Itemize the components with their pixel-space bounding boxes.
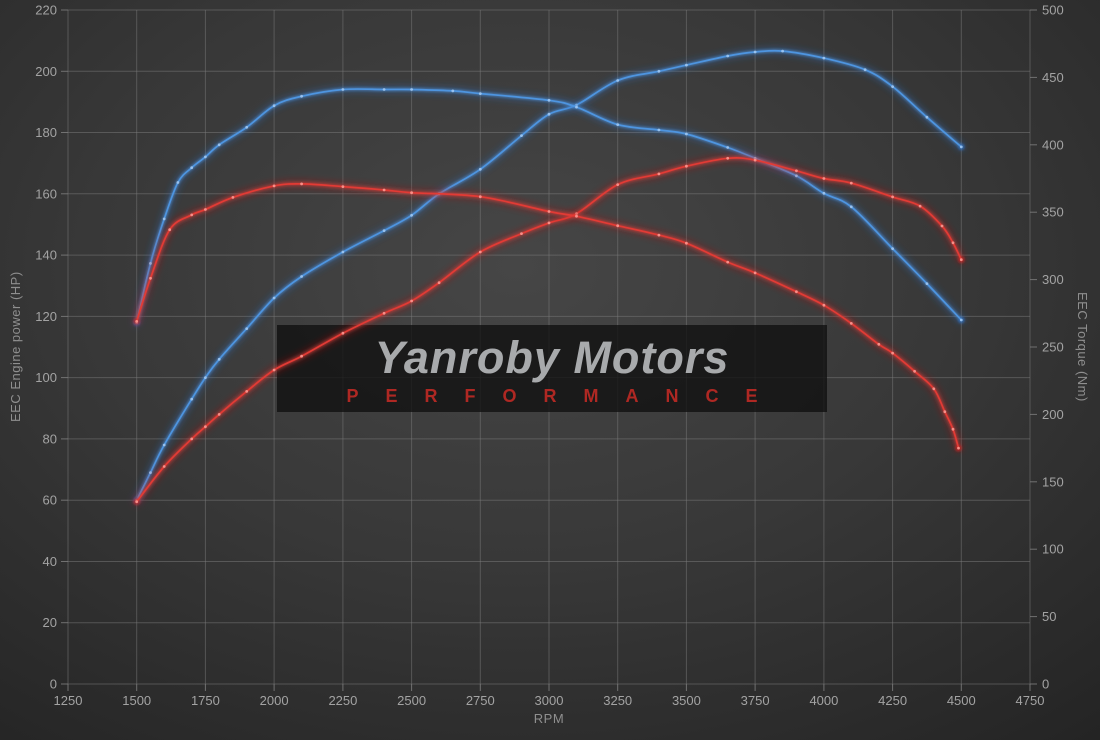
svg-text:3750: 3750 bbox=[741, 693, 770, 708]
svg-text:2000: 2000 bbox=[260, 693, 289, 708]
svg-text:3000: 3000 bbox=[535, 693, 564, 708]
curve-end-glow bbox=[957, 143, 965, 151]
svg-text:160: 160 bbox=[35, 186, 57, 201]
svg-text:450: 450 bbox=[1042, 70, 1064, 85]
curve-start-glow bbox=[133, 319, 141, 327]
svg-text:250: 250 bbox=[1042, 340, 1064, 355]
y-axis-title-right: EEC Torque (Nm) bbox=[1075, 292, 1090, 402]
svg-text:2500: 2500 bbox=[397, 693, 426, 708]
svg-text:150: 150 bbox=[1042, 474, 1064, 489]
svg-text:4000: 4000 bbox=[809, 693, 838, 708]
svg-text:40: 40 bbox=[43, 554, 57, 569]
svg-text:0: 0 bbox=[50, 677, 57, 692]
curve-start-glow bbox=[133, 496, 141, 504]
svg-text:100: 100 bbox=[35, 370, 57, 385]
y-left-tick-labels: 0 20 40 60 80 100 120 140 160 180 200 220 bbox=[35, 3, 57, 692]
x-axis-title: RPM bbox=[533, 710, 565, 726]
svg-text:300: 300 bbox=[1042, 272, 1064, 287]
svg-text:200: 200 bbox=[35, 64, 57, 79]
curve-end-glow bbox=[957, 256, 965, 264]
svg-text:1500: 1500 bbox=[122, 693, 151, 708]
svg-text:100: 100 bbox=[1042, 542, 1064, 557]
svg-text:2750: 2750 bbox=[466, 693, 495, 708]
curve-tuned-torque-nm bbox=[132, 84, 966, 328]
y-axis-title-left: EEC Engine power (HP) bbox=[8, 271, 23, 423]
svg-text:3250: 3250 bbox=[603, 693, 632, 708]
svg-text:350: 350 bbox=[1042, 205, 1064, 220]
svg-text:4500: 4500 bbox=[947, 693, 976, 708]
svg-text:4750: 4750 bbox=[1016, 693, 1045, 708]
svg-text:1750: 1750 bbox=[191, 693, 220, 708]
curve-markers bbox=[135, 88, 963, 325]
svg-text:3500: 3500 bbox=[672, 693, 701, 708]
svg-text:200: 200 bbox=[1042, 407, 1064, 422]
svg-text:180: 180 bbox=[35, 125, 57, 140]
svg-text:1250: 1250 bbox=[54, 693, 83, 708]
svg-text:20: 20 bbox=[43, 615, 57, 630]
curve-start-glow bbox=[133, 317, 141, 325]
watermark-sub-text: PERFORMANCE bbox=[346, 385, 785, 406]
curve-end-glow bbox=[957, 316, 965, 324]
x-tick-labels: 1250 1500 1750 2000 2250 2500 2750 3000 3250 3500… bbox=[54, 693, 1045, 708]
svg-text:400: 400 bbox=[1042, 137, 1064, 152]
svg-text:4250: 4250 bbox=[878, 693, 907, 708]
svg-text:500: 500 bbox=[1042, 3, 1064, 18]
svg-text:60: 60 bbox=[43, 493, 57, 508]
svg-text:50: 50 bbox=[1042, 609, 1056, 624]
svg-text:140: 140 bbox=[35, 248, 57, 263]
watermark: Yanroby Motors PERFORMANCE bbox=[277, 325, 827, 412]
svg-text:2250: 2250 bbox=[328, 693, 357, 708]
svg-text:0: 0 bbox=[1042, 677, 1049, 692]
svg-text:220: 220 bbox=[35, 3, 57, 18]
y-right-tick-labels: 0 50 100 150 200 250 300 350 400 450 500 bbox=[1042, 3, 1064, 692]
curve-end-glow bbox=[955, 444, 962, 452]
curve-markers bbox=[135, 49, 963, 502]
svg-text:120: 120 bbox=[35, 309, 57, 324]
svg-text:80: 80 bbox=[43, 431, 57, 446]
watermark-brand-text: Yanroby Motors bbox=[374, 331, 730, 383]
curve-tuned-power-hp bbox=[132, 46, 966, 505]
curve-start-glow bbox=[133, 498, 141, 506]
